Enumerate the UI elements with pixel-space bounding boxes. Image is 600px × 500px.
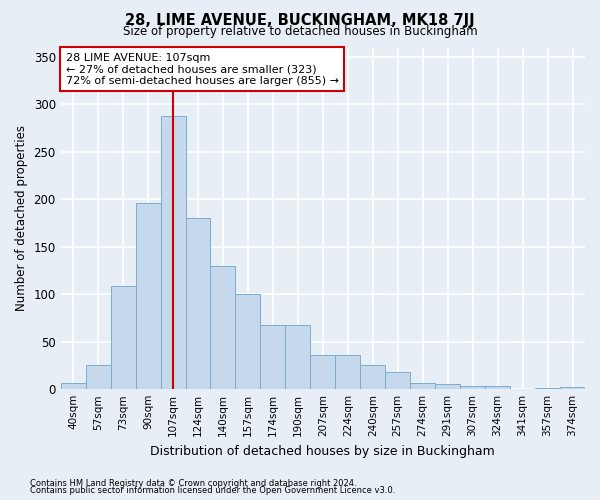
Bar	[360, 364, 385, 389]
X-axis label: Distribution of detached houses by size in Buckingham: Distribution of detached houses by size …	[151, 444, 495, 458]
Bar	[485, 386, 510, 389]
Bar	[136, 203, 161, 389]
Bar	[435, 384, 460, 389]
Bar	[335, 355, 360, 389]
Bar	[161, 116, 185, 389]
Bar	[61, 384, 86, 389]
Text: 28, LIME AVENUE, BUCKINGHAM, MK18 7JJ: 28, LIME AVENUE, BUCKINGHAM, MK18 7JJ	[125, 12, 475, 28]
Bar	[110, 286, 136, 389]
Bar	[460, 386, 485, 389]
Bar	[86, 364, 110, 389]
Bar	[560, 388, 585, 389]
Text: Contains public sector information licensed under the Open Government Licence v3: Contains public sector information licen…	[30, 486, 395, 495]
Text: 28 LIME AVENUE: 107sqm
← 27% of detached houses are smaller (323)
72% of semi-de: 28 LIME AVENUE: 107sqm ← 27% of detached…	[66, 52, 339, 86]
Bar	[260, 324, 286, 389]
Text: Contains HM Land Registry data © Crown copyright and database right 2024.: Contains HM Land Registry data © Crown c…	[30, 478, 356, 488]
Bar	[410, 382, 435, 389]
Bar	[310, 355, 335, 389]
Bar	[235, 294, 260, 389]
Y-axis label: Number of detached properties: Number of detached properties	[15, 126, 28, 312]
Text: Size of property relative to detached houses in Buckingham: Size of property relative to detached ho…	[122, 25, 478, 38]
Bar	[385, 372, 410, 389]
Bar	[185, 218, 211, 389]
Bar	[286, 324, 310, 389]
Bar	[211, 266, 235, 389]
Bar	[535, 388, 560, 389]
